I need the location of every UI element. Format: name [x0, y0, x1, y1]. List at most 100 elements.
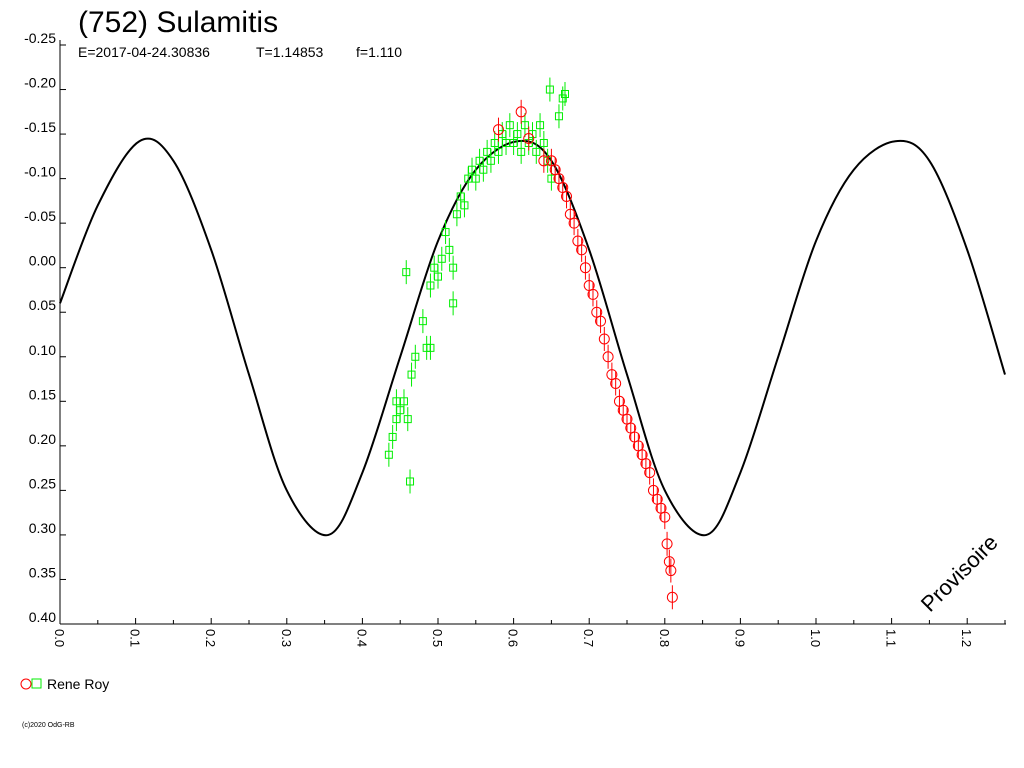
- data-point-square: [445, 245, 454, 254]
- data-point-square: [479, 165, 488, 174]
- data-point-square: [411, 352, 420, 361]
- x-tick-label: 0.6: [506, 629, 521, 647]
- data-point-square: [486, 156, 495, 165]
- data-point-square: [502, 138, 511, 147]
- copyright-text: (c)2020 OdG-RB: [22, 722, 75, 729]
- y-tick-label: -0.05: [24, 208, 56, 224]
- data-point-circle: [492, 124, 504, 136]
- data-point-circle: [598, 333, 610, 345]
- y-tick-label: 0.10: [29, 342, 56, 358]
- y-tick-label: 0.20: [29, 431, 56, 447]
- period-label: T=1.14853: [256, 44, 324, 60]
- y-tick-label: -0.15: [24, 119, 56, 135]
- y-tick-label: 0.40: [29, 609, 56, 625]
- x-tick-label: 1.1: [884, 629, 899, 647]
- data-point-square: [388, 432, 397, 441]
- x-tick-label: 0.9: [732, 629, 747, 647]
- x-tick-label: 1.2: [959, 629, 974, 647]
- data-point-square: [517, 147, 526, 156]
- green-series: [384, 77, 570, 494]
- data-point-square: [449, 263, 458, 272]
- y-tick-label: -0.10: [24, 164, 56, 180]
- data-point-square: [536, 121, 545, 130]
- legend-circle-marker: [20, 678, 32, 690]
- data-point-square: [449, 299, 458, 308]
- x-tick-label: 0.4: [354, 629, 369, 647]
- fit-curve-group: [59, 137, 1006, 537]
- axes: [59, 40, 1006, 625]
- data-point-square: [513, 130, 522, 139]
- chart-title: (752) Sulamitis: [78, 6, 278, 39]
- data-point-square: [471, 174, 480, 183]
- y-tick-label: -0.20: [24, 75, 56, 91]
- data-point-circle: [644, 467, 656, 479]
- data-point-square: [539, 138, 548, 147]
- data-point-square: [441, 228, 450, 237]
- data-point-circle: [538, 155, 550, 167]
- x-tick-label: 0.0: [52, 629, 67, 647]
- data-point-square: [407, 370, 416, 379]
- data-point-square: [406, 477, 415, 486]
- y-tick-label: 0.15: [29, 386, 56, 402]
- data-point-square: [402, 268, 411, 277]
- data-point-circle: [661, 538, 673, 550]
- data-point-square: [520, 121, 529, 130]
- data-point-square: [403, 415, 412, 424]
- x-tick-label: 0.5: [430, 629, 445, 647]
- data-point-square: [399, 397, 408, 406]
- data-point-square: [554, 112, 563, 121]
- fit-curve-line: [59, 137, 1006, 537]
- data-point-circle: [595, 315, 607, 327]
- data-point-circle: [523, 133, 535, 145]
- data-point-square: [426, 343, 435, 352]
- x-tick-label: 0.8: [657, 629, 672, 647]
- data-point-square: [494, 147, 503, 156]
- red-series: [492, 99, 678, 610]
- data-point-square: [532, 147, 541, 156]
- y-tick-label: 0.25: [29, 475, 56, 491]
- x-tick-label: 0.1: [128, 629, 143, 647]
- data-point-circle: [515, 106, 527, 118]
- data-point-circle: [659, 511, 671, 523]
- legend-square-marker: [31, 678, 42, 689]
- x-tick-labels: 0.0 0.1 0.2 0.3 0.4 0.5 0.6 0.7 0.8 0.9 1.0 1.1 1.2: [52, 618, 1006, 647]
- x-tick-label: 0.3: [279, 629, 294, 647]
- data-point-circle: [663, 556, 675, 568]
- data-point-square: [434, 272, 442, 281]
- y-tick-label: 0.35: [29, 564, 56, 580]
- watermark: Provisoire: [916, 530, 1003, 617]
- epoch-label: E=2017-04-24.30836: [78, 44, 210, 60]
- data-point-square: [384, 450, 393, 459]
- data-point-circle: [665, 565, 677, 577]
- y-tick-label: 0.30: [29, 520, 56, 536]
- data-point-circle: [610, 377, 622, 389]
- x-tick-label: 1.0: [808, 629, 823, 647]
- legend-label: Rene Roy: [47, 676, 109, 692]
- y-tick-label: 0.05: [29, 297, 56, 313]
- data-point-circle: [576, 244, 588, 256]
- f-label: f=1.110: [356, 44, 402, 60]
- x-tick-label: 0.2: [203, 629, 218, 647]
- y-tick-labels: -0.25 -0.20 -0.15 -0.10 -0.05 0.00 0.05 0.10 0.1…: [24, 30, 66, 625]
- y-tick-label: 0.00: [29, 253, 56, 269]
- data-point-circle: [666, 591, 678, 603]
- data-point-circle: [579, 262, 591, 274]
- x-tick-label: 0.7: [581, 629, 596, 647]
- data-point-square: [418, 317, 427, 326]
- legend: Rene Roy: [20, 676, 109, 692]
- y-tick-label: -0.25: [24, 30, 56, 46]
- data-point-square: [452, 210, 461, 219]
- data-point-square: [561, 89, 570, 98]
- data-point-square: [392, 397, 401, 406]
- data-point-circle: [561, 190, 573, 202]
- data-point-square: [505, 121, 514, 130]
- data-point-circle: [602, 351, 614, 363]
- data-point-square: [426, 281, 435, 290]
- data-point-circle: [587, 288, 599, 300]
- data-point-circle: [568, 217, 580, 229]
- data-point-square: [437, 254, 446, 263]
- data-point-square: [558, 94, 567, 103]
- data-point-square: [545, 85, 554, 94]
- data-point-square: [460, 201, 469, 210]
